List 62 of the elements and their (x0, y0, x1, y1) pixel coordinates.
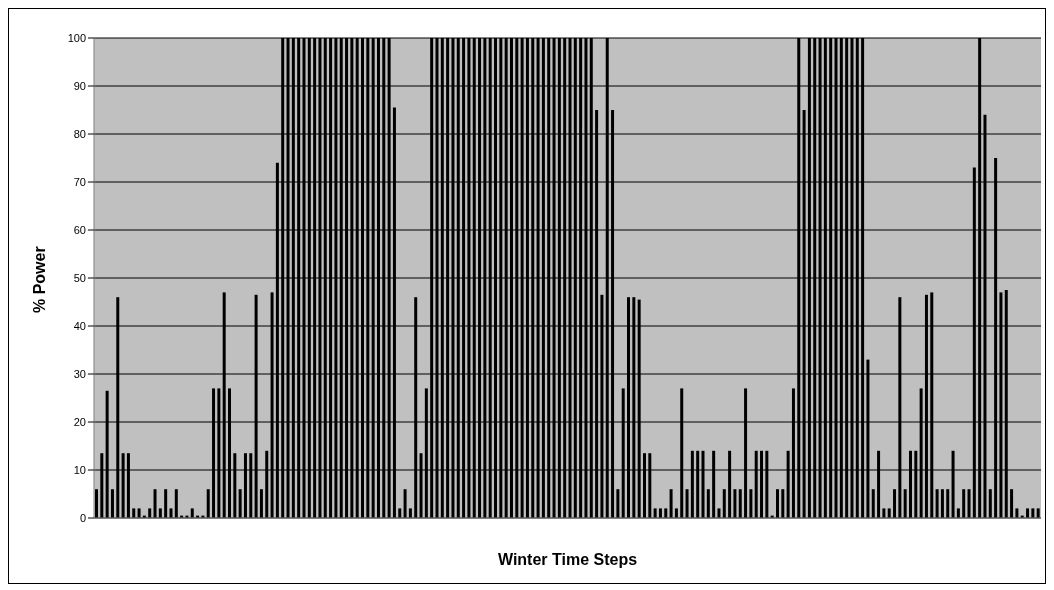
bar (781, 489, 785, 518)
y-tick-label: 0 (79, 511, 86, 524)
bar (882, 508, 886, 518)
bar (935, 489, 939, 518)
bar (398, 508, 402, 518)
y-tick-label: 10 (73, 463, 86, 476)
bar (137, 508, 141, 518)
bar (408, 508, 412, 518)
bar (174, 489, 178, 518)
bar (887, 508, 891, 518)
bar (962, 489, 966, 518)
y-tick-label: 40 (73, 319, 86, 332)
bar (775, 489, 779, 518)
bar (674, 508, 678, 518)
bar (738, 489, 742, 518)
bar (190, 508, 194, 518)
bar (238, 489, 242, 518)
bar (658, 508, 662, 518)
bar (669, 489, 673, 518)
x-axis-title: Winter Time Steps (497, 551, 638, 568)
y-tick-label: 80 (73, 127, 86, 140)
bar (871, 489, 875, 518)
bar (403, 489, 407, 518)
bar (206, 489, 210, 518)
bar (132, 508, 136, 518)
bar (733, 489, 737, 518)
bar (169, 508, 173, 518)
y-tick-label: 30 (73, 367, 86, 380)
y-tick-label: 50 (73, 271, 86, 284)
bar (259, 489, 263, 518)
bar (664, 508, 668, 518)
bar (749, 489, 753, 518)
bar (110, 489, 114, 518)
bar (153, 489, 157, 518)
bar (164, 489, 168, 518)
bar (893, 489, 897, 518)
bar (722, 489, 726, 518)
bar (967, 489, 971, 518)
bar (158, 508, 162, 518)
bar (616, 489, 620, 518)
bar (717, 508, 721, 518)
bar (95, 489, 98, 518)
bar (1036, 508, 1040, 518)
bar (706, 489, 710, 518)
bar (148, 508, 152, 518)
bar (903, 489, 907, 518)
y-axis-title: % Power (30, 246, 48, 313)
bar (956, 508, 960, 518)
y-tick-label: 20 (73, 415, 86, 428)
bar (1031, 508, 1035, 518)
y-tick-label: 100 (67, 31, 86, 44)
y-tick-label: 70 (73, 175, 86, 188)
bar (988, 489, 992, 518)
bar (1015, 508, 1019, 518)
bar (946, 489, 950, 518)
bar (1026, 508, 1030, 518)
y-tick-label: 60 (73, 223, 86, 236)
bar (685, 489, 689, 518)
bar (940, 489, 944, 518)
bar (653, 508, 657, 518)
bar (1010, 489, 1014, 518)
y-tick-label: 90 (73, 79, 86, 92)
